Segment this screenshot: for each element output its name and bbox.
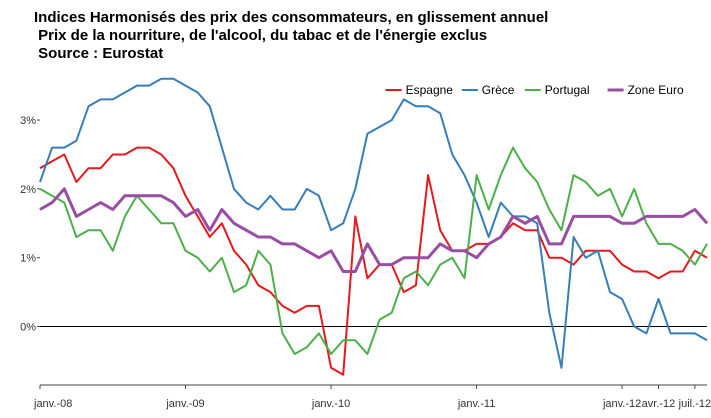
y-tick-label: 0% xyxy=(20,322,36,334)
x-tick-label: juil.-12 xyxy=(678,398,711,410)
series-line xyxy=(39,146,708,376)
legend-label: Espagne xyxy=(406,83,454,97)
x-tick-label: avr.-12 xyxy=(642,398,676,410)
legend-label: Zone Euro xyxy=(628,83,684,97)
y-tick-label: 1% xyxy=(20,253,36,265)
legend-label: Portugal xyxy=(545,83,590,97)
legend-label: Grèce xyxy=(482,83,515,97)
x-tick-label: janv.-08 xyxy=(33,398,72,410)
series-line xyxy=(39,146,708,355)
x-tick-label: janv.-11 xyxy=(457,398,496,410)
x-tick-label: janv.-12 xyxy=(602,398,641,410)
x-tick-label: janv.-09 xyxy=(165,398,204,410)
chart-subtitle: Prix de la nourriture, de l'alcool, du t… xyxy=(34,27,487,44)
series-line xyxy=(39,187,709,273)
y-tick-label: 3% xyxy=(20,115,36,127)
series-line xyxy=(39,77,708,369)
x-tick-label: janv.-10 xyxy=(311,398,350,410)
chart-title: Indices Harmonisés des prix des consomma… xyxy=(34,9,548,26)
y-tick-label: 2% xyxy=(20,184,36,196)
chart-source: Source : Eurostat xyxy=(34,45,163,62)
